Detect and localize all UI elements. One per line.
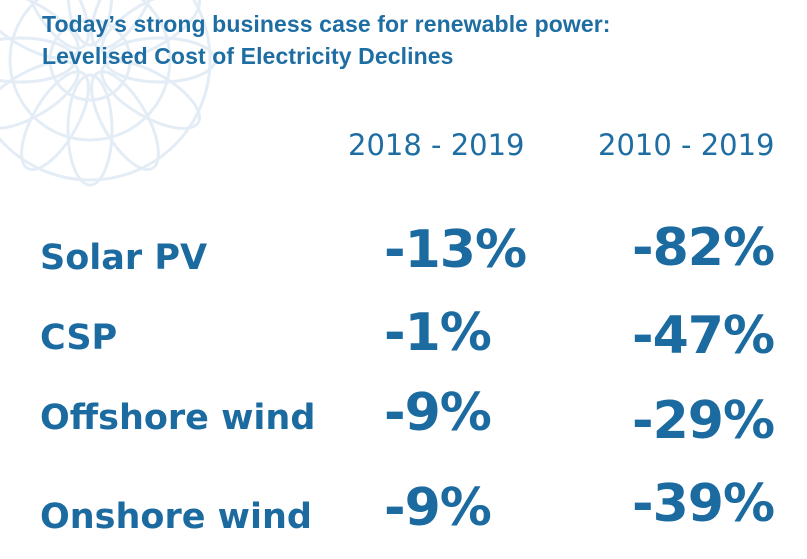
value-csp-2018-2019: -1% [384, 303, 492, 363]
slide-title: Today’s strong business case for renewab… [42, 8, 611, 72]
snowflake-pattern-icon [0, 0, 217, 187]
column-header-2010-2019: 2010 - 2019 [598, 128, 775, 162]
row-label-onshore-wind: Onshore wind [40, 497, 312, 537]
title-line-1: Today’s strong business case for renewab… [42, 11, 611, 37]
value-onshore-wind-2018-2019: -9% [384, 478, 492, 538]
row-label-solar-pv: Solar PV [40, 238, 208, 278]
value-offshore-wind-2018-2019: -9% [384, 383, 492, 443]
row-label-offshore-wind: Offshore wind [40, 398, 316, 438]
value-onshore-wind-2010-2019: -39% [632, 474, 775, 534]
column-header-2018-2019: 2018 - 2019 [348, 128, 525, 162]
value-offshore-wind-2010-2019: -29% [632, 391, 775, 451]
value-solar-pv-2010-2019: -82% [632, 218, 775, 278]
value-csp-2010-2019: -47% [632, 306, 775, 366]
row-label-csp: CSP [40, 318, 118, 358]
value-solar-pv-2018-2019: -13% [384, 220, 527, 280]
title-line-2: Levelised Cost of Electricity Declines [42, 43, 454, 69]
